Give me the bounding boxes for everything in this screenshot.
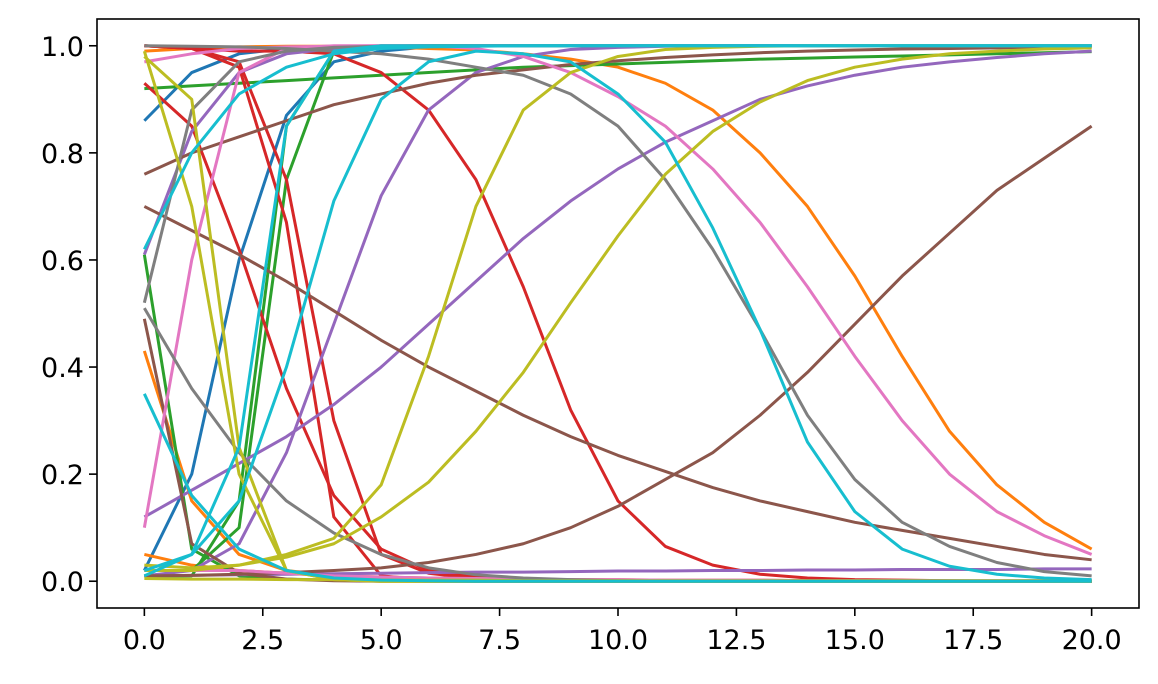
series-line-8: [142, 254, 1092, 583]
x-tick-label: 5.0: [360, 625, 403, 656]
x-tick-label: 12.5: [706, 625, 766, 656]
y-tick-label: 0.2: [41, 460, 84, 491]
series-line-36: [143, 44, 1092, 578]
y-tick-label: 0.6: [41, 246, 84, 277]
series-line-30: [144, 46, 1092, 570]
y-tick-label: 0.8: [41, 139, 84, 170]
series-line-15: [143, 49, 1092, 519]
series-line-33: [143, 393, 1092, 583]
x-tick-label: 0.0: [123, 625, 166, 656]
series-line-21: [144, 124, 1093, 578]
series-line-27: [143, 307, 1092, 583]
series-line-26: [142, 44, 1092, 304]
series-line-18: [143, 45, 1092, 176]
y-axis: 0.0 0.2 0.4 0.6 0.8 1.0: [41, 32, 97, 598]
x-tick-label: 7.5: [478, 625, 521, 656]
y-tick-label: 0.0: [41, 567, 84, 598]
x-tick-label: 10.0: [588, 625, 648, 656]
series-layer: [142, 44, 1093, 583]
y-tick-label: 1.0: [41, 32, 84, 63]
x-tick-label: 2.5: [241, 625, 284, 656]
x-axis: 0.0 2.5 5.0 7.5 10.0 12.5 15.0 17.5 20.0: [123, 608, 1122, 656]
series-line-34: [143, 49, 1092, 582]
y-tick-label: 0.4: [41, 353, 84, 384]
x-tick-label: 20.0: [1062, 625, 1122, 656]
x-tick-label: 17.5: [943, 625, 1003, 656]
x-tick-label: 15.0: [825, 625, 885, 656]
series-line-19: [143, 205, 1092, 562]
